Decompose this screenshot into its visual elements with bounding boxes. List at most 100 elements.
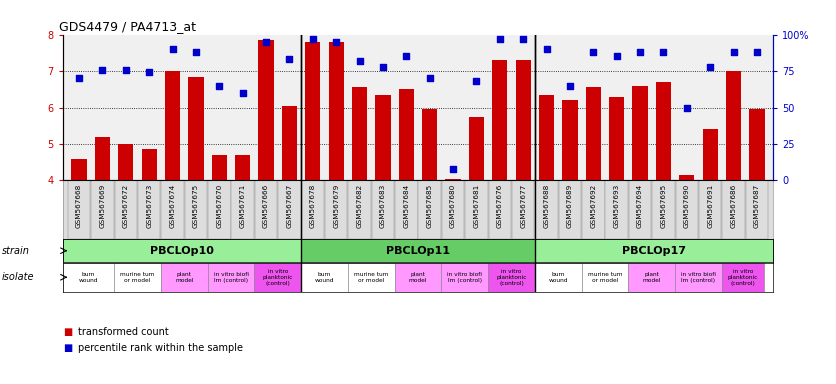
Bar	[235, 155, 250, 180]
Text: GSM567668: GSM567668	[76, 183, 82, 228]
Point	[306, 36, 319, 42]
FancyBboxPatch shape	[63, 239, 301, 262]
FancyBboxPatch shape	[558, 180, 581, 239]
FancyBboxPatch shape	[348, 263, 395, 292]
Bar	[422, 109, 437, 180]
FancyBboxPatch shape	[185, 180, 207, 239]
FancyBboxPatch shape	[629, 180, 651, 239]
Bar	[165, 71, 181, 180]
Point	[726, 49, 740, 55]
Point	[142, 70, 155, 76]
Bar	[726, 71, 742, 180]
Text: GSM567666: GSM567666	[263, 183, 269, 228]
FancyBboxPatch shape	[255, 180, 278, 239]
Text: GSM567687: GSM567687	[754, 183, 760, 228]
Point	[166, 46, 179, 52]
FancyBboxPatch shape	[395, 180, 417, 239]
Bar	[188, 76, 203, 180]
Bar	[516, 60, 531, 180]
Point	[259, 39, 273, 45]
Text: GSM567690: GSM567690	[684, 183, 690, 228]
FancyBboxPatch shape	[138, 180, 161, 239]
Point	[96, 66, 110, 73]
Text: GSM567685: GSM567685	[426, 183, 433, 228]
FancyBboxPatch shape	[582, 180, 604, 239]
Text: plant
model: plant model	[409, 272, 427, 283]
FancyBboxPatch shape	[68, 180, 90, 239]
Text: GSM567686: GSM567686	[731, 183, 737, 228]
Point	[353, 58, 366, 64]
FancyBboxPatch shape	[115, 263, 161, 292]
Text: in vitro biofi
lm (control): in vitro biofi lm (control)	[447, 272, 482, 283]
Bar	[586, 88, 601, 180]
Point	[73, 75, 86, 81]
FancyBboxPatch shape	[207, 263, 254, 292]
Text: GSM567673: GSM567673	[146, 183, 152, 228]
FancyBboxPatch shape	[629, 263, 675, 292]
Point	[517, 36, 530, 42]
Text: GSM567680: GSM567680	[450, 183, 456, 228]
FancyBboxPatch shape	[161, 263, 207, 292]
Text: GSM567669: GSM567669	[99, 183, 105, 228]
Point	[610, 53, 624, 60]
FancyBboxPatch shape	[302, 180, 324, 239]
Bar	[679, 175, 695, 180]
FancyBboxPatch shape	[395, 263, 441, 292]
Text: GSM567670: GSM567670	[217, 183, 222, 228]
Bar	[305, 42, 320, 180]
FancyBboxPatch shape	[488, 263, 535, 292]
FancyBboxPatch shape	[512, 180, 534, 239]
Text: GSM567674: GSM567674	[170, 183, 176, 228]
Text: GSM567671: GSM567671	[240, 183, 246, 228]
FancyBboxPatch shape	[652, 180, 675, 239]
Text: PBCLOp11: PBCLOp11	[386, 246, 450, 256]
Text: in vitro biofi
lm (control): in vitro biofi lm (control)	[681, 272, 716, 283]
Text: GSM567684: GSM567684	[403, 183, 410, 228]
Text: PBCLOp17: PBCLOp17	[622, 246, 686, 256]
FancyBboxPatch shape	[208, 180, 231, 239]
Text: GDS4479 / PA4713_at: GDS4479 / PA4713_at	[59, 20, 196, 33]
Text: GSM567672: GSM567672	[123, 183, 129, 228]
FancyBboxPatch shape	[161, 180, 184, 239]
Bar	[329, 42, 344, 180]
Point	[423, 75, 436, 81]
Bar	[94, 137, 110, 180]
Text: transformed count: transformed count	[78, 327, 169, 337]
FancyBboxPatch shape	[441, 263, 488, 292]
Point	[587, 49, 600, 55]
FancyBboxPatch shape	[301, 263, 348, 292]
Bar	[539, 95, 554, 180]
FancyBboxPatch shape	[419, 180, 441, 239]
Text: PBCLOp10: PBCLOp10	[150, 246, 214, 256]
Text: in vitro
planktonic
(control): in vitro planktonic (control)	[263, 269, 293, 286]
Bar	[749, 109, 765, 180]
Text: GSM567676: GSM567676	[497, 183, 502, 228]
Text: GSM567681: GSM567681	[473, 183, 479, 228]
Point	[446, 166, 460, 172]
Bar	[492, 60, 507, 180]
Text: strain: strain	[2, 246, 29, 256]
FancyBboxPatch shape	[605, 180, 628, 239]
FancyBboxPatch shape	[721, 263, 764, 292]
Text: ■: ■	[63, 327, 72, 337]
Text: GSM567691: GSM567691	[707, 183, 713, 228]
Text: GSM567695: GSM567695	[660, 183, 666, 228]
FancyBboxPatch shape	[278, 180, 301, 239]
Text: isolate: isolate	[2, 272, 34, 282]
Text: in vitro biofi
lm (control): in vitro biofi lm (control)	[213, 272, 248, 283]
Text: GSM567688: GSM567688	[543, 183, 549, 228]
Point	[283, 56, 296, 63]
Point	[329, 39, 343, 45]
Text: GSM567677: GSM567677	[520, 183, 526, 228]
Text: burn
wound: burn wound	[79, 272, 98, 283]
FancyBboxPatch shape	[722, 180, 745, 239]
FancyBboxPatch shape	[675, 263, 721, 292]
Bar	[71, 159, 87, 180]
Bar	[563, 100, 578, 180]
Text: GSM567678: GSM567678	[310, 183, 316, 228]
Bar	[609, 96, 624, 180]
FancyBboxPatch shape	[582, 263, 629, 292]
Bar	[258, 40, 273, 180]
FancyBboxPatch shape	[63, 263, 115, 292]
Text: murine tum
or model: murine tum or model	[354, 272, 389, 283]
